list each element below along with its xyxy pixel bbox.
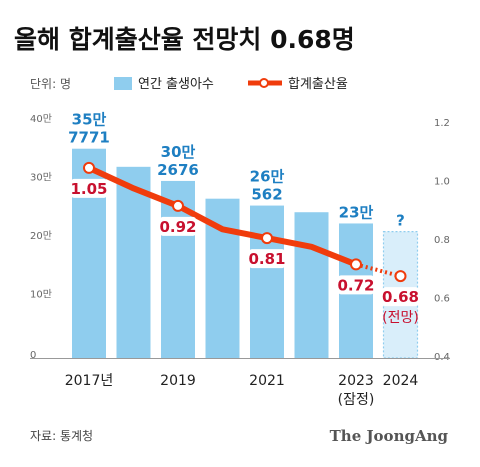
x-tick: 2021 <box>249 373 285 389</box>
rate-label-bg <box>160 216 196 236</box>
rate-label: 0.92 <box>159 218 196 236</box>
line-point <box>394 270 407 283</box>
line-series <box>86 164 359 268</box>
y-left-tick: 40만 <box>30 113 52 125</box>
bar-label: 35만 <box>72 111 107 129</box>
plot-area: 010만20만30만40만0.40.60.81.01.235만777130만26… <box>30 111 450 408</box>
y-right-tick: 0.6 <box>434 294 450 305</box>
line-point <box>83 161 95 174</box>
rate-label-bg <box>382 287 419 307</box>
rate-label: 0.72 <box>337 276 374 294</box>
x-tick: 2024 <box>383 373 419 389</box>
rate-label-bg <box>338 275 374 295</box>
legend-bar-swatch <box>114 77 132 90</box>
y-right-tick: 1.2 <box>434 118 450 129</box>
line-point <box>261 232 273 245</box>
bar-label: 23만 <box>339 203 374 221</box>
y-left-tick: 30만 <box>30 172 52 184</box>
x-tick: 2017년 <box>65 373 114 389</box>
bar-label: 2676 <box>157 161 199 179</box>
legend-line-marker <box>259 78 269 88</box>
bar <box>294 212 329 358</box>
legend-bar-label: 연간 출생아수 <box>138 77 214 92</box>
y-left-tick: 0 <box>30 350 36 361</box>
rate-label-bg <box>71 178 107 198</box>
bar-label: 26만 <box>250 168 285 186</box>
page-title: 올해 합계출산율 전망치 0.68명 <box>14 25 355 54</box>
y-right-tick: 0.8 <box>434 235 450 246</box>
bar-label: 30만 <box>161 143 196 161</box>
x-tick: 2023 <box>338 373 374 389</box>
bar <box>250 205 284 358</box>
brand-logo: The JoongAng <box>330 427 449 445</box>
legend-line-label: 합계출산율 <box>288 77 348 92</box>
bar-label: 7771 <box>68 129 110 147</box>
y-right-tick: 1.0 <box>434 177 450 188</box>
bar <box>116 166 151 358</box>
rate-label: 1.05 <box>70 180 107 198</box>
y-left-tick: 10만 <box>30 289 52 301</box>
x-tick: 2019 <box>160 373 196 389</box>
line-point <box>172 199 184 212</box>
y-right-tick: 0.4 <box>434 352 450 363</box>
rate-label: 0.81 <box>248 250 285 268</box>
rate-label-bg <box>249 249 285 269</box>
source-text: 자료: 통계청 <box>30 429 93 443</box>
line-point <box>350 258 362 271</box>
bar-label: ? <box>396 212 405 230</box>
projected-note: (전망) <box>382 310 419 326</box>
rate-label: 0.68 <box>382 288 419 306</box>
y-left-tick: 20만 <box>30 230 52 242</box>
x-tick-sublabel: (잠정) <box>338 392 375 408</box>
bar-label: 562 <box>251 186 282 204</box>
unit-label: 단위: 명 <box>30 77 71 91</box>
